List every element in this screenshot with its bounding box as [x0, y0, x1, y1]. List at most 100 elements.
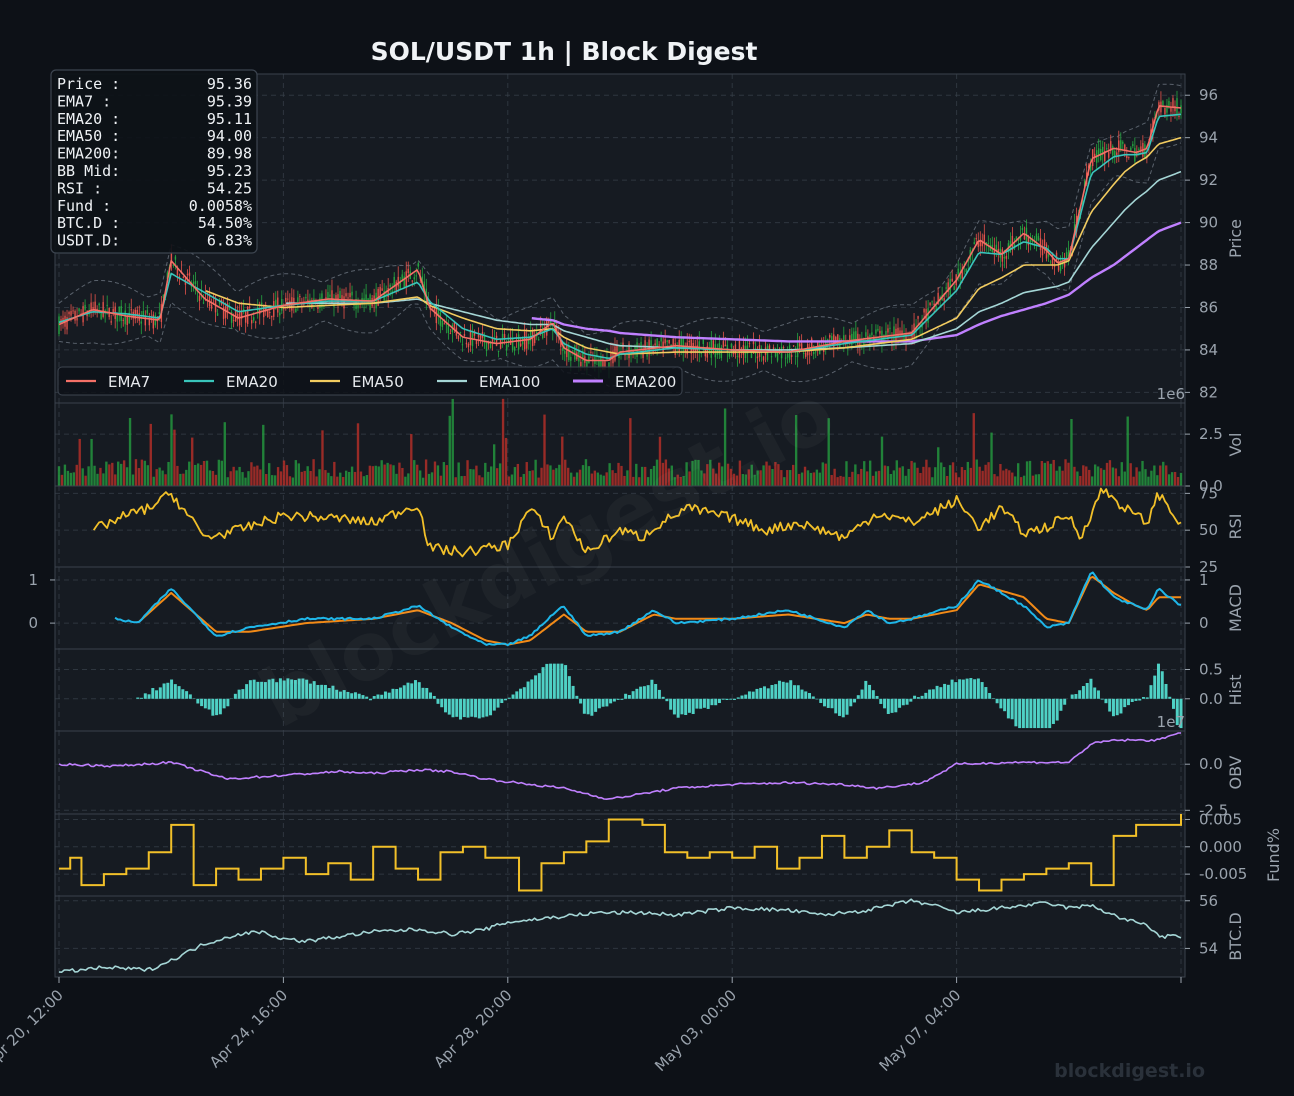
hist-bar	[181, 689, 185, 699]
candle-body	[250, 320, 253, 324]
volume-bar	[706, 464, 709, 486]
volume-bar	[1144, 469, 1147, 486]
hist-bar	[395, 689, 399, 699]
volume-bar	[193, 464, 197, 486]
candle-body	[1162, 101, 1164, 106]
candle-body	[600, 355, 602, 368]
volume-bar	[475, 465, 478, 486]
panel-btcd: 54 56 BTC.D	[54, 892, 1245, 978]
volume-bar	[155, 469, 158, 486]
hist-bar	[905, 698, 909, 705]
candle-body	[261, 302, 263, 307]
candle-body	[810, 338, 813, 351]
volume-bar	[439, 475, 443, 486]
hist-bar	[849, 698, 853, 707]
volume-bar	[137, 468, 141, 486]
candle-body	[1164, 107, 1166, 115]
candle-body	[439, 312, 442, 326]
volume-bar	[549, 465, 552, 486]
candle-body	[271, 315, 273, 318]
hist-bar	[646, 685, 650, 699]
candle-body	[1120, 140, 1122, 151]
hist-bar	[222, 698, 226, 709]
hist-bar	[158, 687, 162, 699]
y-tick-label: 2.5	[1199, 425, 1223, 443]
candle-body	[172, 264, 175, 266]
volume-bar	[498, 463, 502, 486]
volume-bar	[416, 464, 419, 486]
y-tick-label: 0.0	[1199, 755, 1223, 773]
hist-bar	[1171, 698, 1175, 709]
volume-bar	[1129, 463, 1132, 486]
y-tick-label: 25	[1199, 558, 1218, 576]
volume-bar	[626, 470, 629, 486]
candle-body	[1011, 235, 1014, 250]
volume-bar	[1165, 465, 1168, 486]
candle-body	[554, 320, 556, 324]
candle-body	[423, 281, 426, 294]
info-value: 95.36	[207, 75, 252, 93]
candle-body	[275, 299, 277, 310]
volume-bar	[954, 472, 958, 486]
volume-bar	[241, 472, 244, 486]
volume-bar	[901, 466, 904, 486]
candle-body	[933, 303, 935, 306]
candle-body	[853, 331, 855, 343]
hist-bar	[474, 698, 478, 718]
candle-body	[507, 340, 510, 342]
candle-body	[943, 297, 945, 301]
volume-bar	[537, 477, 540, 486]
volume-bar	[907, 468, 910, 486]
volume-bar	[57, 466, 61, 486]
volume-bar	[96, 473, 99, 486]
volume-bar	[768, 465, 771, 486]
hist-bar	[841, 698, 845, 718]
volume-bar	[256, 465, 259, 486]
hist-bar	[252, 679, 256, 699]
hist-bar	[635, 688, 639, 699]
volume-bar	[836, 477, 839, 486]
volume-bar	[1111, 467, 1115, 486]
hist-bar	[271, 678, 275, 699]
hist-bar	[383, 691, 387, 699]
hist-bar	[819, 698, 823, 703]
candle-body	[449, 333, 452, 335]
volume-bar	[700, 470, 703, 486]
hist-bar	[1126, 698, 1130, 706]
hist-bar	[1175, 698, 1179, 726]
volume-bar	[1105, 462, 1109, 486]
hist-bar	[961, 679, 965, 699]
candle-body	[226, 303, 229, 311]
volume-bar	[377, 466, 380, 486]
hist-bar	[1156, 663, 1160, 699]
hist-bar	[372, 696, 376, 699]
hist-bar	[301, 678, 305, 699]
candle-body	[660, 338, 662, 342]
volume-bar	[990, 432, 993, 486]
hist-bar	[823, 698, 827, 707]
candle-body	[666, 340, 668, 342]
candle-body	[560, 339, 562, 347]
info-value: 95.39	[207, 92, 252, 110]
volume-bar	[697, 459, 700, 486]
line-funding	[59, 814, 1182, 892]
candle-body	[106, 304, 108, 306]
price-legend: EMA7 EMA20 EMA50 EMA100 EMA200	[57, 366, 683, 396]
candle-body	[959, 272, 961, 279]
volume-bar	[199, 464, 203, 486]
volume-bar	[777, 464, 780, 486]
candle-body	[393, 276, 395, 287]
hist-bar	[1078, 690, 1082, 699]
volume-bar	[1099, 468, 1103, 486]
hist-bar	[744, 694, 748, 699]
candle-body	[730, 343, 733, 348]
volume-bar	[454, 477, 457, 486]
candle-body	[885, 331, 887, 338]
hist-bar	[1141, 697, 1145, 699]
x-tick-label: Apr 20, 12:00	[0, 986, 67, 1071]
hist-bar	[1104, 698, 1108, 704]
volume-bar	[321, 430, 324, 486]
candle-body	[1116, 152, 1118, 156]
volume-bar	[723, 408, 727, 486]
volume-bar	[318, 469, 321, 486]
